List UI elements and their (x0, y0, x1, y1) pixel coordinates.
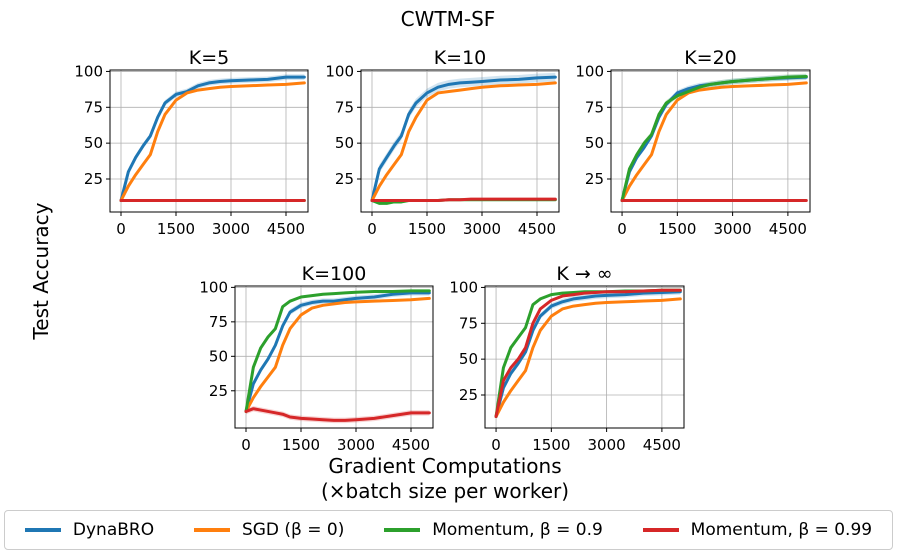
axes-frame (360, 69, 560, 213)
series-line (244, 407, 431, 422)
legend-label: SGD (β = 0) (241, 520, 345, 540)
series-line (494, 288, 682, 419)
panel-0: 0 1500 3000 4500 25 50 75 100 K=5 (74, 47, 309, 238)
plot-area (244, 289, 431, 424)
panel-title: K=10 (434, 47, 487, 69)
axes-frame (109, 69, 309, 213)
plot-area (370, 72, 557, 205)
y-tick-label: 75 (209, 313, 228, 331)
y-tick-label: 50 (335, 134, 354, 152)
figure-canvas: CWTM-SF Test Accuracy Gradient Computati… (29, 7, 811, 503)
legend-item-momentum-0.99: Momentum, β = 0.99 (642, 520, 873, 540)
x-tick-label: 4500 (518, 220, 556, 238)
x-tick-label: 1500 (408, 220, 446, 238)
y-tick-label: 75 (459, 314, 478, 332)
x-tick-label: 0 (116, 220, 126, 238)
x-tick-label: 1500 (157, 220, 195, 238)
x-tick-label: 4500 (392, 436, 430, 454)
legend-swatch (384, 528, 421, 532)
series-line (119, 81, 306, 203)
y-tick-label: 100 (449, 278, 478, 296)
panel-title: K=5 (189, 47, 229, 69)
y-tick-label: 50 (459, 350, 478, 368)
y-tick-label: 25 (585, 170, 604, 188)
x-tick-label: 1500 (282, 436, 320, 454)
y-tick-label: 100 (74, 62, 103, 80)
legend-item-momentum-0.9: Momentum, β = 0.9 (384, 520, 603, 540)
panel-title: K → ∞ (556, 263, 612, 285)
series-line (494, 297, 682, 419)
figure-suptitle: CWTM-SF (401, 7, 496, 31)
panel-3: 0 1500 3000 4500 25 50 75 100 K=100 (199, 263, 434, 454)
series-line (244, 296, 431, 413)
y-tick-label: 75 (585, 98, 604, 116)
legend: DynaBRO SGD (β = 0) Momentum, β = 0.9 Mo… (4, 510, 893, 550)
x-tick-label: 0 (617, 220, 627, 238)
series-line (370, 197, 557, 203)
y-axis-label: Test Accuracy (29, 202, 53, 340)
y-tick-label: 25 (335, 170, 354, 188)
legend-swatch (193, 528, 230, 532)
y-tick-label: 25 (209, 382, 228, 400)
series-band (246, 405, 430, 424)
series-line (620, 74, 808, 203)
x-tick-label: 0 (367, 220, 377, 238)
series-line (370, 81, 557, 203)
plot-area (620, 73, 808, 204)
x-tick-label: 4500 (643, 436, 681, 454)
plot-area (494, 288, 682, 420)
x-tick-label: 0 (241, 436, 251, 454)
legend-swatch (24, 528, 61, 532)
y-tick-label: 100 (199, 278, 228, 296)
axes-frame (234, 285, 434, 429)
panel-title: K=20 (684, 47, 737, 69)
x-tick-label: 4500 (267, 220, 305, 238)
panel-4: 0 1500 3000 4500 25 50 75 100 K → ∞ (449, 263, 685, 454)
legend-label: Momentum, β = 0.9 (432, 520, 603, 540)
series-line (119, 75, 306, 203)
y-tick-label: 25 (84, 170, 103, 188)
series-line (244, 289, 431, 413)
axes-frame (484, 285, 685, 429)
series-line (370, 75, 557, 203)
panel-2: 0 1500 3000 4500 25 50 75 100 K=20 (575, 47, 811, 238)
x-axis-label-line2: (×batch size per worker) (321, 479, 569, 503)
legend-swatch (642, 528, 679, 532)
series-line (494, 290, 682, 419)
y-tick-label: 50 (84, 134, 103, 152)
legend-item-sgd: SGD (β = 0) (193, 520, 345, 540)
legend-label: Momentum, β = 0.99 (690, 520, 873, 540)
panel-title: K=100 (302, 263, 367, 285)
axes-frame (610, 69, 811, 213)
x-tick-label: 3000 (212, 220, 250, 238)
x-axis-label-line1: Gradient Computations (328, 454, 561, 478)
y-tick-label: 75 (84, 98, 103, 116)
y-tick-label: 100 (325, 62, 354, 80)
x-tick-label: 3000 (337, 436, 375, 454)
series-line (244, 291, 431, 413)
x-tick-label: 1500 (658, 220, 696, 238)
legend-item-dynabro: DynaBRO (24, 520, 155, 540)
x-tick-label: 3000 (463, 220, 501, 238)
x-tick-label: 4500 (769, 220, 807, 238)
x-tick-label: 3000 (714, 220, 752, 238)
x-tick-label: 3000 (588, 436, 626, 454)
y-tick-label: 75 (335, 98, 354, 116)
y-tick-label: 100 (575, 62, 604, 80)
x-tick-label: 0 (491, 436, 501, 454)
legend-label: DynaBRO (72, 520, 155, 540)
x-tick-label: 1500 (532, 436, 570, 454)
panel-1: 0 1500 3000 4500 25 50 75 100 K=10 (325, 47, 560, 238)
y-tick-label: 50 (585, 134, 604, 152)
y-tick-label: 50 (209, 347, 228, 365)
plot-area (119, 74, 306, 204)
y-tick-label: 25 (459, 386, 478, 404)
series-band (246, 290, 430, 415)
